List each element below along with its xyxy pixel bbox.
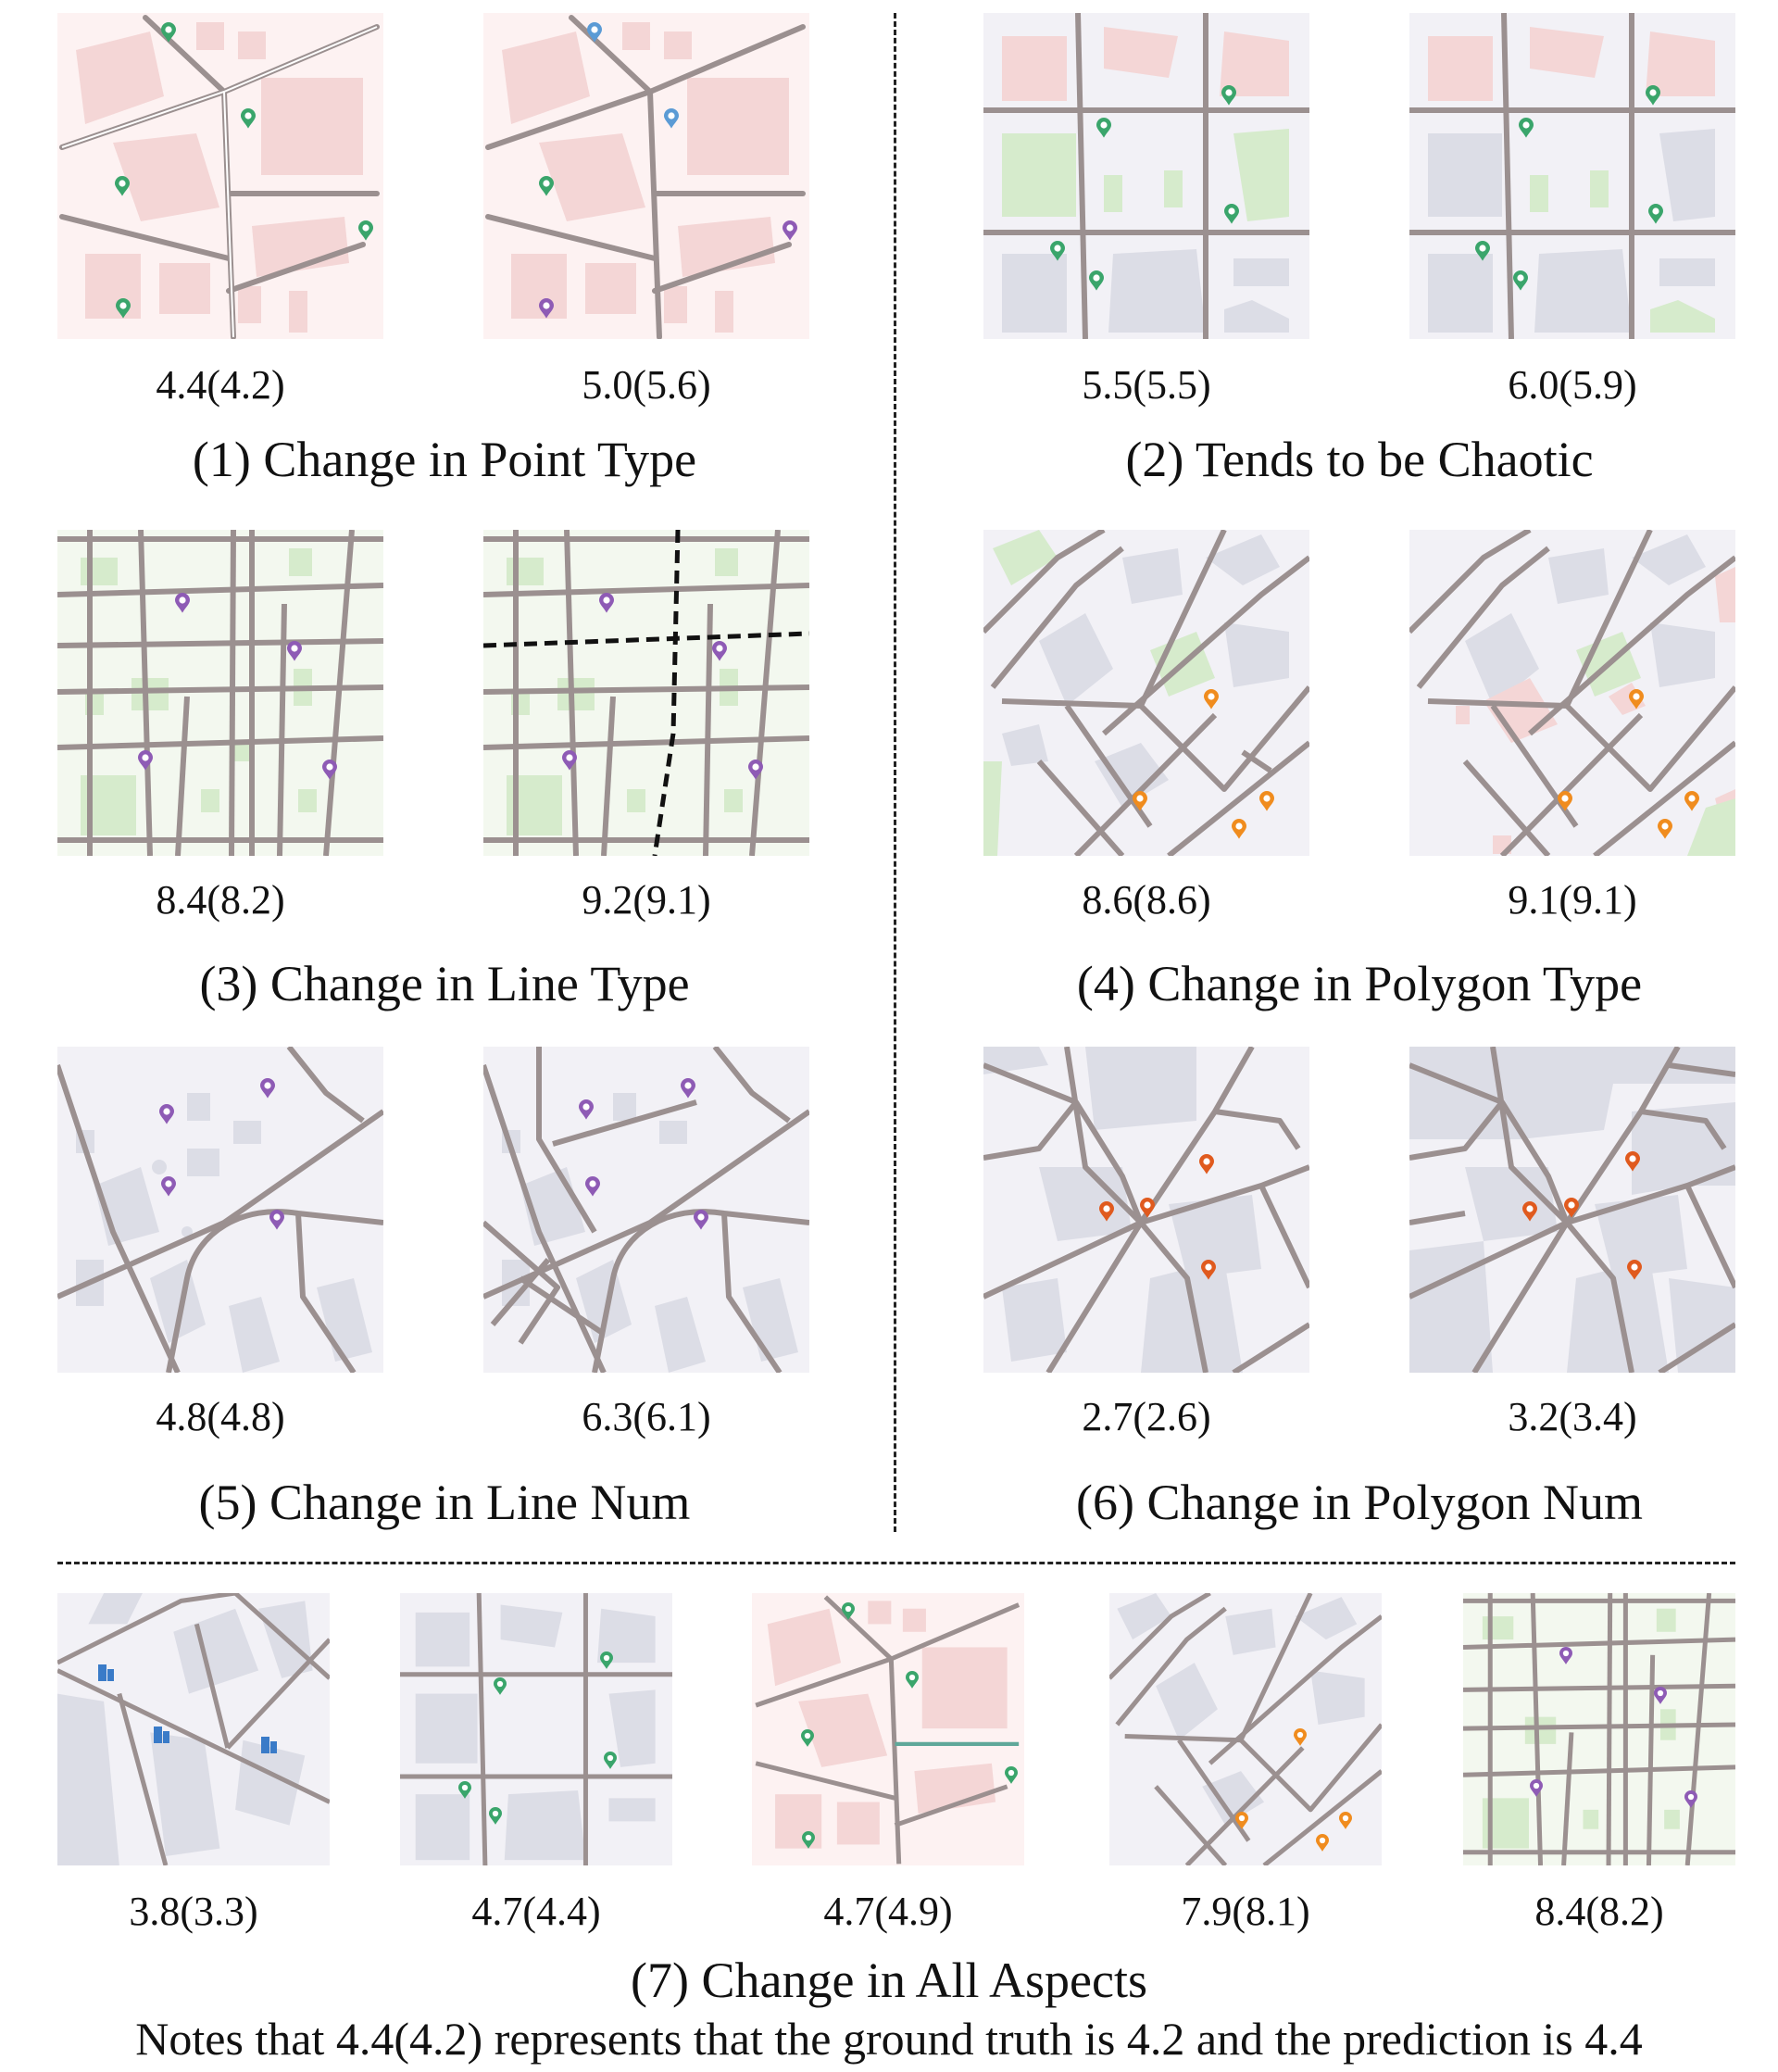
map-4a (983, 530, 1309, 856)
map-3a (57, 530, 383, 856)
score-6b: 3.2(3.4) (1508, 1394, 1637, 1439)
map-5a (57, 1047, 383, 1373)
score-7c: 4.7(4.9) (823, 1889, 953, 1934)
horizontal-divider (57, 1562, 1735, 1564)
score-2b: 6.0(5.9) (1508, 362, 1637, 408)
score-4b: 9.1(9.1) (1508, 877, 1637, 923)
score-7b: 4.7(4.4) (471, 1889, 601, 1934)
map-7c (752, 1593, 1024, 1865)
score-7a: 3.8(3.3) (129, 1889, 258, 1934)
map-7a (57, 1593, 330, 1865)
vertical-divider (894, 13, 896, 1532)
map-7d (1109, 1593, 1382, 1865)
map-1a (57, 13, 383, 339)
caption-panel-6: (6) Change in Polygon Num (1076, 1475, 1643, 1530)
caption-panel-4: (4) Change in Polygon Type (1076, 956, 1643, 1011)
map-5b (483, 1047, 809, 1373)
caption-panel-7: (7) Change in All Aspects (631, 1953, 1147, 2008)
map-4b (1409, 530, 1735, 856)
map-3b (483, 530, 809, 856)
caption-panel-2: (2) Tends to be Chaotic (1125, 432, 1594, 487)
caption-panel-3: (3) Change in Line Type (199, 956, 690, 1011)
map-1b (483, 13, 809, 339)
map-2a (983, 13, 1309, 339)
score-1a: 4.4(4.2) (156, 362, 285, 408)
score-3b: 9.2(9.1) (582, 877, 711, 923)
score-3a: 8.4(8.2) (156, 877, 285, 923)
score-5a: 4.8(4.8) (156, 1394, 285, 1439)
caption-panel-1: (1) Change in Point Type (192, 432, 697, 487)
map-7e (1463, 1593, 1735, 1865)
map-2b (1409, 13, 1735, 339)
score-7e: 8.4(8.2) (1534, 1889, 1664, 1934)
score-6a: 2.7(2.6) (1082, 1394, 1211, 1439)
map-7b (400, 1593, 672, 1865)
footnote: Notes that 4.4(4.2) represents that the … (135, 2013, 1643, 2065)
score-5b: 6.3(6.1) (582, 1394, 711, 1439)
score-7d: 7.9(8.1) (1181, 1889, 1310, 1934)
caption-panel-5: (5) Change in Line Num (198, 1475, 691, 1530)
score-1b: 5.0(5.6) (582, 362, 711, 408)
score-2a: 5.5(5.5) (1082, 362, 1211, 408)
map-6b (1409, 1047, 1735, 1373)
map-6a (983, 1047, 1309, 1373)
score-4a: 8.6(8.6) (1082, 877, 1211, 923)
